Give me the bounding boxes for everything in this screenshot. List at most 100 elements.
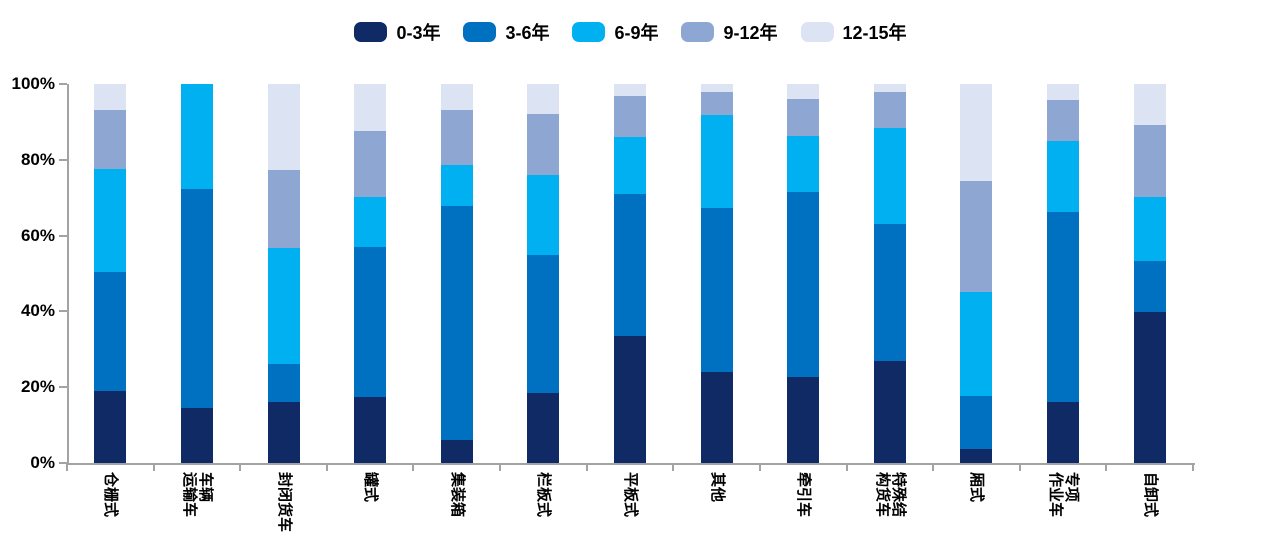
legend-swatch-6-9 [572, 22, 606, 42]
bar-segment-特殊结构货车-12-15年 [873, 84, 906, 93]
bar-segment-自卸式-6-9年 [1133, 196, 1166, 261]
legend-swatch-0-3 [354, 22, 388, 42]
bar-segment-特殊结构货车-9-12年 [873, 92, 906, 129]
bar-segment-平板式-12-15年 [614, 84, 646, 97]
x-axis-tick [1105, 463, 1108, 471]
bar-segment-平板式-6-9年 [614, 136, 646, 195]
bar-segment-集装箱-0-3年 [440, 439, 473, 463]
x-axis-tick [672, 463, 675, 471]
y-axis-label: 40% [20, 301, 55, 321]
bar-segment-仓栅式-6-9年 [94, 168, 127, 272]
x-axis-label-专项作业车: 专项 作业车 [1047, 472, 1081, 518]
legend-label-0-3: 0-3年 [396, 23, 441, 43]
y-axis-tick [59, 310, 67, 313]
bar-segment-牵引车-0-3年 [787, 377, 820, 463]
legend-label-6-9: 6-9年 [614, 23, 659, 43]
legend-label-9-12: 9-12年 [723, 23, 778, 43]
bar-segment-平板式-3-6年 [614, 194, 646, 337]
legend-swatch-12-15 [800, 22, 834, 42]
bar-segment-专项作业车-3-6年 [1047, 212, 1080, 403]
bar-segment-牵引车-9-12年 [787, 99, 820, 136]
bar-segment-车辆运输车-6-9年 [180, 84, 213, 190]
x-axis-label-封闭货车: 封闭货车 [275, 472, 293, 533]
bar-segment-其他-6-9年 [700, 114, 733, 209]
bar-segment-牵引车-12-15年 [787, 84, 820, 100]
bar-segment-特殊结构货车-0-3年 [873, 360, 906, 463]
bar-segment-平板式-9-12年 [614, 96, 646, 137]
legend-label-3-6: 3-6年 [505, 23, 550, 43]
x-axis-tick [1192, 463, 1194, 471]
bar-segment-罐式-3-6年 [354, 246, 387, 398]
bar-segment-专项作业车-9-12年 [1047, 99, 1080, 141]
x-axis-label-自卸式: 自卸式 [1141, 472, 1159, 518]
bar-segment-仓栅式-0-3年 [94, 390, 127, 463]
legend-item-0-3: 0-3年 [354, 19, 440, 45]
x-axis-tick [932, 463, 935, 471]
x-axis-label-栏板式: 栏板式 [535, 472, 553, 518]
legend-item-6-9: 6-9年 [572, 19, 658, 45]
bar-segment-厢式-9-12年 [960, 181, 993, 293]
bar-segment-其他-0-3年 [700, 372, 733, 463]
x-axis-tick [758, 463, 761, 471]
y-axis-tick [59, 158, 67, 161]
bar-segment-车辆运输车-3-6年 [180, 189, 213, 409]
y-axis-tick [59, 234, 67, 237]
x-axis-tick [585, 463, 588, 471]
y-axis-label: 80% [20, 149, 55, 169]
bar-segment-自卸式-9-12年 [1133, 124, 1166, 197]
bar-segment-自卸式-3-6年 [1133, 260, 1166, 312]
bar-segment-罐式-0-3年 [354, 397, 387, 463]
legend-item-9-12: 9-12年 [681, 19, 778, 45]
x-axis-label-牵引车: 牵引车 [795, 472, 813, 518]
legend-item-3-6: 3-6年 [463, 19, 549, 45]
bar-segment-特殊结构货车-6-9年 [873, 128, 906, 225]
bar-segment-其他-12-15年 [700, 84, 733, 92]
y-axis-label: 60% [20, 225, 55, 245]
x-axis-tick [412, 463, 415, 471]
bar-segment-罐式-9-12年 [354, 130, 387, 197]
x-axis-tick [1018, 463, 1021, 471]
bar-segment-其他-3-6年 [700, 208, 733, 373]
bar-segment-专项作业车-0-3年 [1047, 402, 1080, 463]
legend-item-12-15: 12-15年 [800, 19, 907, 45]
bar-segment-集装箱-12-15年 [440, 84, 473, 111]
bar-segment-牵引车-3-6年 [787, 191, 820, 378]
bar-segment-特殊结构货车-3-6年 [873, 224, 906, 361]
bar-segment-栏板式-12-15年 [527, 84, 560, 114]
x-axis-label-其他: 其他 [708, 472, 726, 503]
x-axis-label-集装箱: 集装箱 [448, 472, 466, 518]
x-axis-line [67, 463, 1195, 465]
x-axis-label-平板式: 平板式 [622, 472, 639, 518]
bar-segment-集装箱-3-6年 [440, 205, 473, 440]
bar-segment-仓栅式-12-15年 [94, 84, 127, 110]
bar-segment-自卸式-12-15年 [1133, 84, 1166, 125]
x-axis-tick [239, 463, 242, 471]
bar-segment-仓栅式-9-12年 [94, 109, 127, 169]
y-axis-label: 0% [30, 453, 55, 472]
legend-swatch-3-6 [463, 22, 497, 42]
bar-segment-牵引车-6-9年 [787, 135, 820, 192]
bar-segment-栏板式-3-6年 [527, 255, 560, 394]
x-axis-label-罐式: 罐式 [362, 472, 380, 503]
bar-segment-自卸式-0-3年 [1133, 311, 1166, 463]
x-axis-tick [845, 463, 848, 471]
bar-segment-厢式-6-9年 [960, 292, 993, 396]
bar-segment-集装箱-6-9年 [440, 164, 473, 206]
bar-segment-罐式-6-9年 [354, 196, 387, 247]
bar-segment-栏板式-9-12年 [527, 113, 560, 176]
x-axis-tick [499, 463, 502, 471]
x-axis-label-车辆运输车: 车辆 运输车 [180, 472, 214, 518]
y-axis-label: 20% [20, 377, 55, 397]
x-axis-label-厢式: 厢式 [968, 472, 986, 503]
chart-legend: 0-3年 3-6年 6-9年 9-12年 12-15年 [0, 19, 1261, 45]
x-axis-tick [325, 463, 328, 471]
y-axis-tick [59, 462, 67, 464]
legend-swatch-9-12 [681, 22, 715, 42]
legend-label-12-15: 12-15年 [842, 23, 907, 43]
y-axis-line [67, 84, 69, 465]
bar-segment-封闭货车-9-12年 [267, 170, 300, 249]
bar-segment-封闭货车-6-9年 [267, 248, 300, 365]
y-axis-tick [59, 83, 67, 85]
